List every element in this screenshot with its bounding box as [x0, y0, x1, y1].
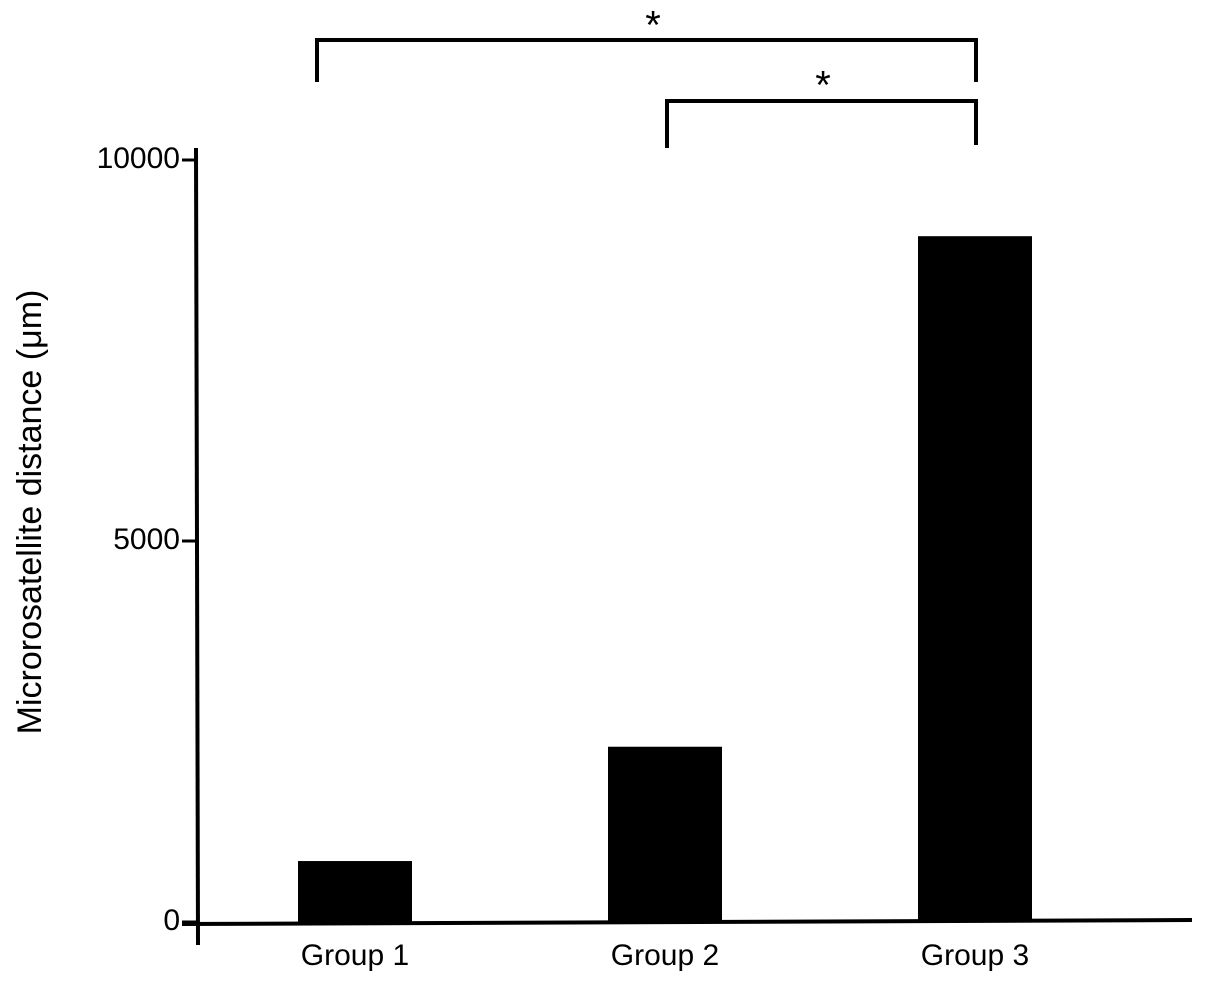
y-tick-label: 0	[163, 904, 180, 937]
bar	[608, 746, 722, 922]
y-axis-title: Microrosatellite distance (μm)	[11, 290, 49, 735]
significance-bracket	[665, 99, 978, 148]
significance-marker: *	[815, 64, 831, 108]
y-tick-label: 10000	[97, 142, 180, 175]
bar	[298, 861, 412, 922]
significance-bracket	[315, 38, 978, 82]
x-tick-label: Group 1	[301, 939, 409, 972]
x-tick-label: Group 2	[611, 939, 719, 972]
bar	[918, 236, 1032, 922]
x-tick-label: Group 3	[921, 939, 1029, 972]
significance-marker: *	[645, 4, 661, 48]
y-axis	[194, 147, 200, 946]
y-tick-label: 5000	[113, 523, 180, 556]
